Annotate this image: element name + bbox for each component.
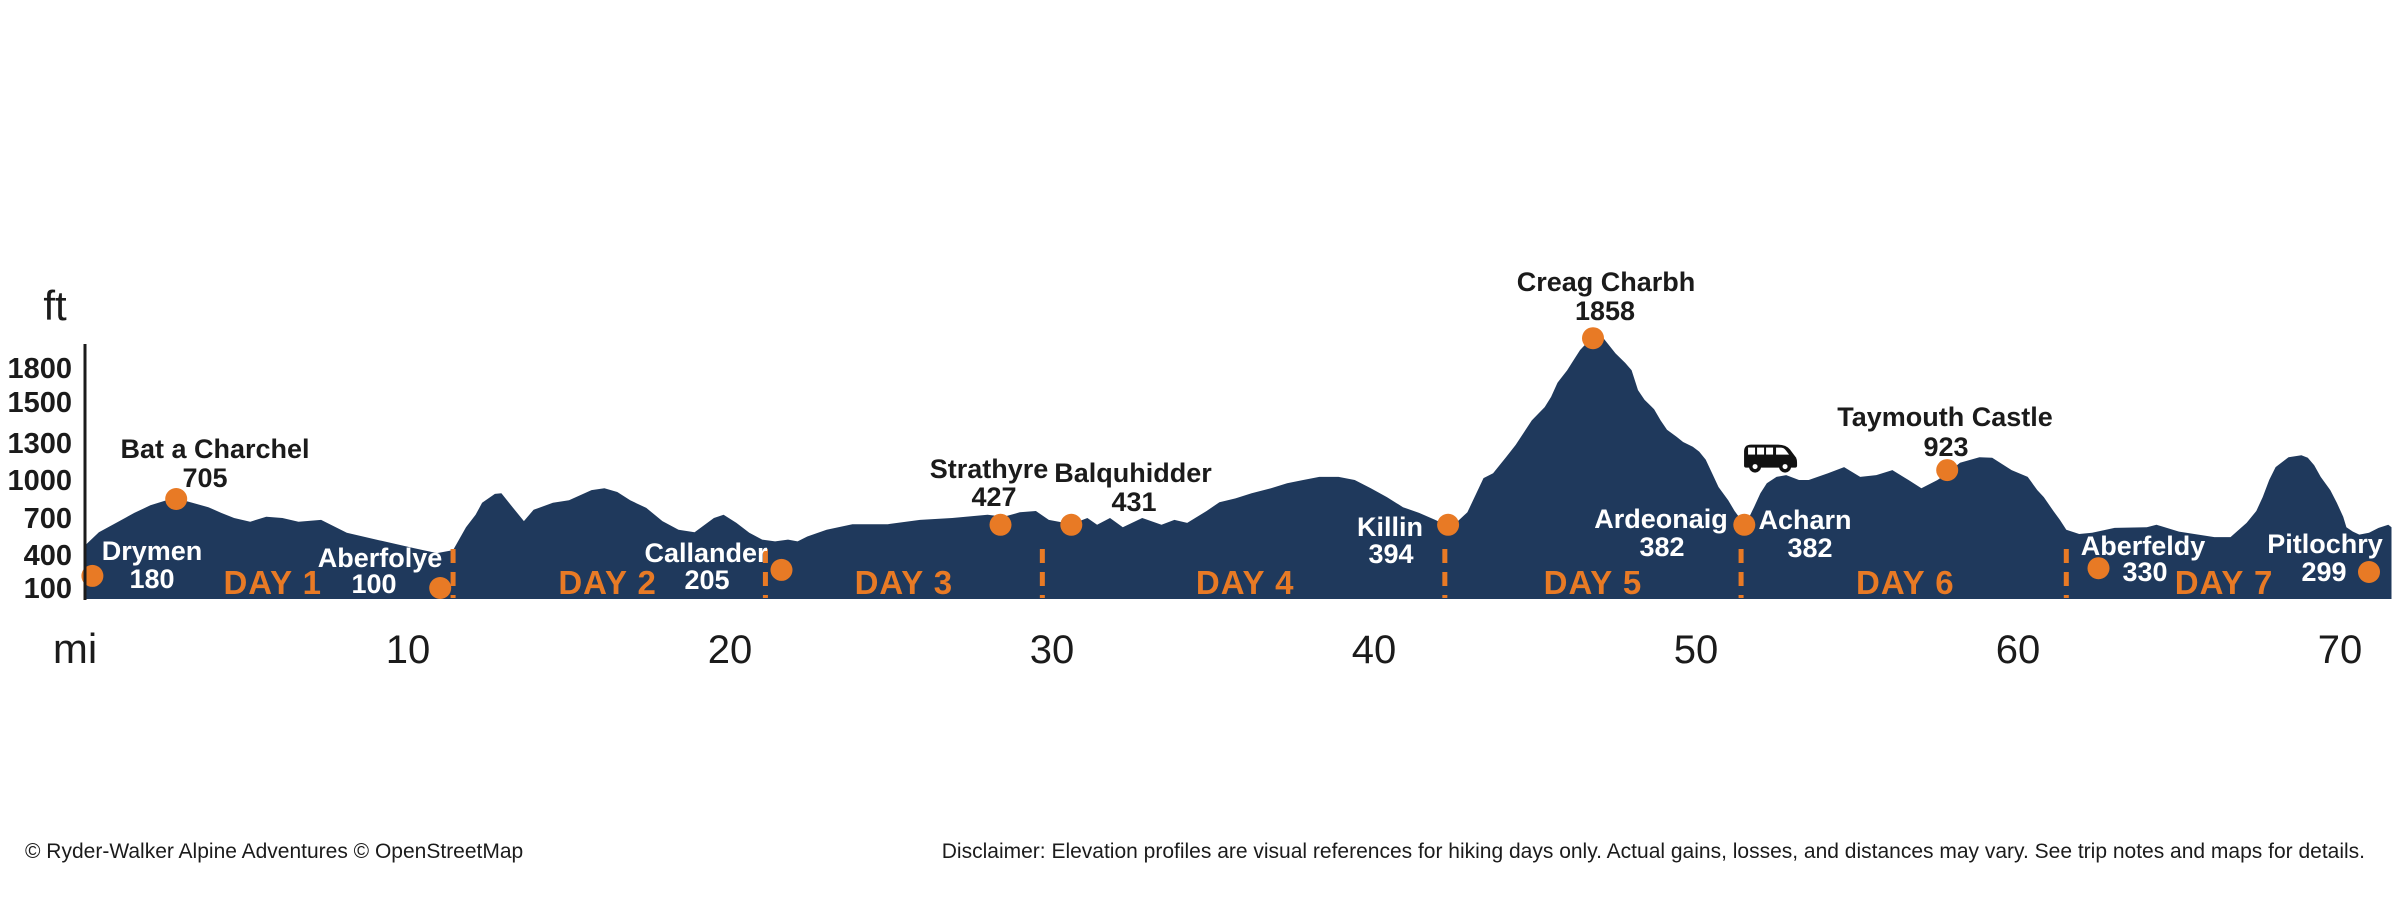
- x-tick-30: 30: [1030, 628, 1075, 672]
- waypoint-elevation-balquhidder: 431: [1111, 487, 1156, 517]
- x-axis-unit-label: mi: [53, 625, 97, 672]
- x-tick-70: 70: [2318, 628, 2363, 672]
- waypoint-dots-group: [81, 327, 2380, 599]
- waypoint-dot-callander: [770, 558, 793, 581]
- day-label-day-5: DAY 5: [1544, 564, 1643, 601]
- waypoint-label-drymen: Drymen: [102, 536, 203, 566]
- van-wheel-hub-1: [1752, 464, 1758, 470]
- y-tick-1000: 1000: [7, 465, 72, 497]
- waypoint-label-acharn: Acharn: [1758, 505, 1851, 535]
- waypoint-dot-balquhidder: [1060, 513, 1083, 536]
- profile-area-group: [86, 333, 2392, 599]
- x-axis-ticks: 10 20 30 40 50 60 70: [386, 628, 2363, 672]
- waypoint-label-creag-charbh: Creag Charbh: [1517, 267, 1696, 297]
- waypoint-label-aberfeldy: Aberfeldy: [2081, 531, 2206, 561]
- y-tick-400: 400: [24, 540, 72, 572]
- waypoint-dot-drymen: [81, 564, 104, 587]
- day-label-day-7: DAY 7: [2175, 564, 2274, 601]
- x-tick-50: 50: [1674, 628, 1719, 672]
- y-tick-1300: 1300: [7, 428, 72, 460]
- footer: © Ryder-Walker Alpine Adventures © OpenS…: [0, 840, 2400, 864]
- day-label-day-1: DAY 1: [223, 564, 322, 601]
- x-tick-60: 60: [1996, 628, 2041, 672]
- waypoint-dot-aberfeldy: [2087, 557, 2110, 580]
- x-tick-10: 10: [386, 628, 431, 672]
- day-label-day-6: DAY 6: [1856, 564, 1955, 601]
- copyright-credit: © Ryder-Walker Alpine Adventures © OpenS…: [25, 840, 524, 863]
- y-tick-1800: 1800: [7, 353, 72, 385]
- van-windshield: [1776, 447, 1790, 455]
- disclaimer-text: Disclaimer: Elevation profiles are visua…: [941, 840, 2365, 863]
- waypoint-label-strathyre: Strathyre: [930, 454, 1049, 484]
- y-tick-1500: 1500: [7, 387, 72, 419]
- waypoint-elevation-strathyre: 427: [971, 482, 1016, 512]
- van-wheel-hub-2: [1782, 464, 1788, 470]
- waypoint-label-bat-a-charchel: Bat a Charchel: [120, 434, 309, 464]
- x-tick-40: 40: [1352, 628, 1397, 672]
- van-window-3: [1766, 447, 1774, 455]
- day-boundary-group: [450, 549, 2069, 598]
- waypoint-elevation-ardeonaig: 382: [1639, 532, 1684, 562]
- elevation-profile-fill: [86, 333, 2392, 599]
- waypoint-elevation-killin: 394: [1368, 539, 1413, 569]
- waypoint-elevation-bat-a-charchel: 705: [182, 463, 227, 493]
- y-tick-100: 100: [24, 573, 72, 605]
- van-window-2: [1757, 447, 1765, 455]
- y-tick-700: 700: [24, 503, 72, 535]
- waypoint-dot-killin: [1437, 513, 1460, 536]
- waypoint-dot-creag-charbh: [1582, 327, 1604, 350]
- waypoint-dot-strathyre: [989, 513, 1012, 536]
- waypoint-dot-taymouth-castle: [1936, 459, 1959, 482]
- van-window-1: [1748, 447, 1756, 455]
- x-axis: mi 10 20 30 40 50 60 70: [53, 625, 2362, 672]
- waypoint-label-ardeonaig: Ardeonaig: [1594, 504, 1728, 534]
- waypoint-elevation-pitlochry: 299: [2301, 557, 2346, 587]
- waypoint-elevation-callander: 205: [684, 565, 729, 595]
- y-axis-unit-label: ft: [43, 282, 67, 329]
- waypoint-elevation-drymen: 180: [129, 564, 174, 594]
- waypoint-label-aberfolye: Aberfolye: [318, 543, 443, 573]
- van-icon: [1744, 444, 1798, 473]
- waypoint-dot-pitlochry: [2358, 561, 2380, 583]
- day-label-day-3: DAY 3: [855, 564, 954, 601]
- waypoint-elevation-aberfeldy: 330: [2122, 557, 2167, 587]
- waypoint-label-pitlochry: Pitlochry: [2267, 529, 2383, 559]
- day-label-day-4: DAY 4: [1196, 564, 1295, 601]
- day-labels-group: DAY 1 DAY 2 DAY 3 DAY 4 DAY 5 DAY 6 DAY 7: [223, 564, 2274, 601]
- waypoint-elevation-aberfolye: 100: [351, 569, 396, 599]
- waypoint-dot-bat-a-charchel: [165, 488, 188, 510]
- waypoint-elevation-acharn: 382: [1787, 533, 1832, 563]
- waypoint-label-balquhidder: Balquhidder: [1054, 458, 1212, 488]
- day-label-day-2: DAY 2: [558, 564, 657, 601]
- waypoint-label-killin: Killin: [1357, 512, 1423, 542]
- waypoint-elevation-taymouth-castle: 923: [1923, 432, 1968, 462]
- waypoint-dot-aberfolye: [429, 577, 452, 599]
- waypoint-label-callander: Callander: [644, 538, 768, 568]
- waypoint-label-taymouth-castle: Taymouth Castle: [1837, 402, 2053, 432]
- waypoint-dot-ardeonaig: [1733, 513, 1756, 536]
- waypoint-elevation-creag-charbh: 1858: [1575, 296, 1635, 326]
- x-tick-20: 20: [708, 628, 753, 672]
